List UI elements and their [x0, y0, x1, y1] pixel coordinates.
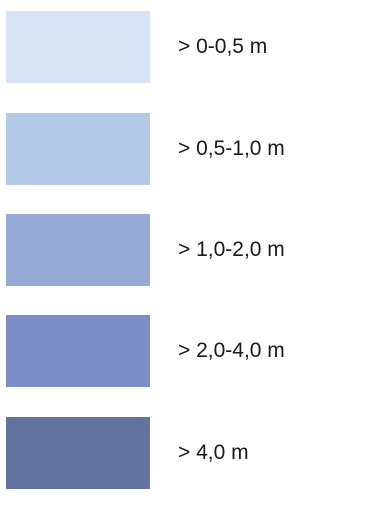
color-swatch [6, 315, 150, 387]
legend-label: > 4,0 m [178, 441, 249, 464]
legend-label: > 1,0-2,0 m [178, 238, 285, 261]
legend-item-over-4.0m: > 4,0 m [0, 417, 392, 489]
color-swatch [6, 11, 150, 83]
legend-item-2.0-4.0m: > 2,0-4,0 m [0, 315, 392, 387]
legend-item-0.5-1.0m: > 0,5-1,0 m [0, 113, 392, 185]
legend-item-1.0-2.0m: > 1,0-2,0 m [0, 214, 392, 286]
color-swatch [6, 417, 150, 489]
legend-label: > 0-0,5 m [178, 35, 268, 58]
legend-item-0-0.5m: > 0-0,5 m [0, 11, 392, 83]
legend-label: > 0,5-1,0 m [178, 137, 285, 160]
legend-label: > 2,0-4,0 m [178, 339, 285, 362]
color-swatch [6, 113, 150, 185]
color-swatch [6, 214, 150, 286]
